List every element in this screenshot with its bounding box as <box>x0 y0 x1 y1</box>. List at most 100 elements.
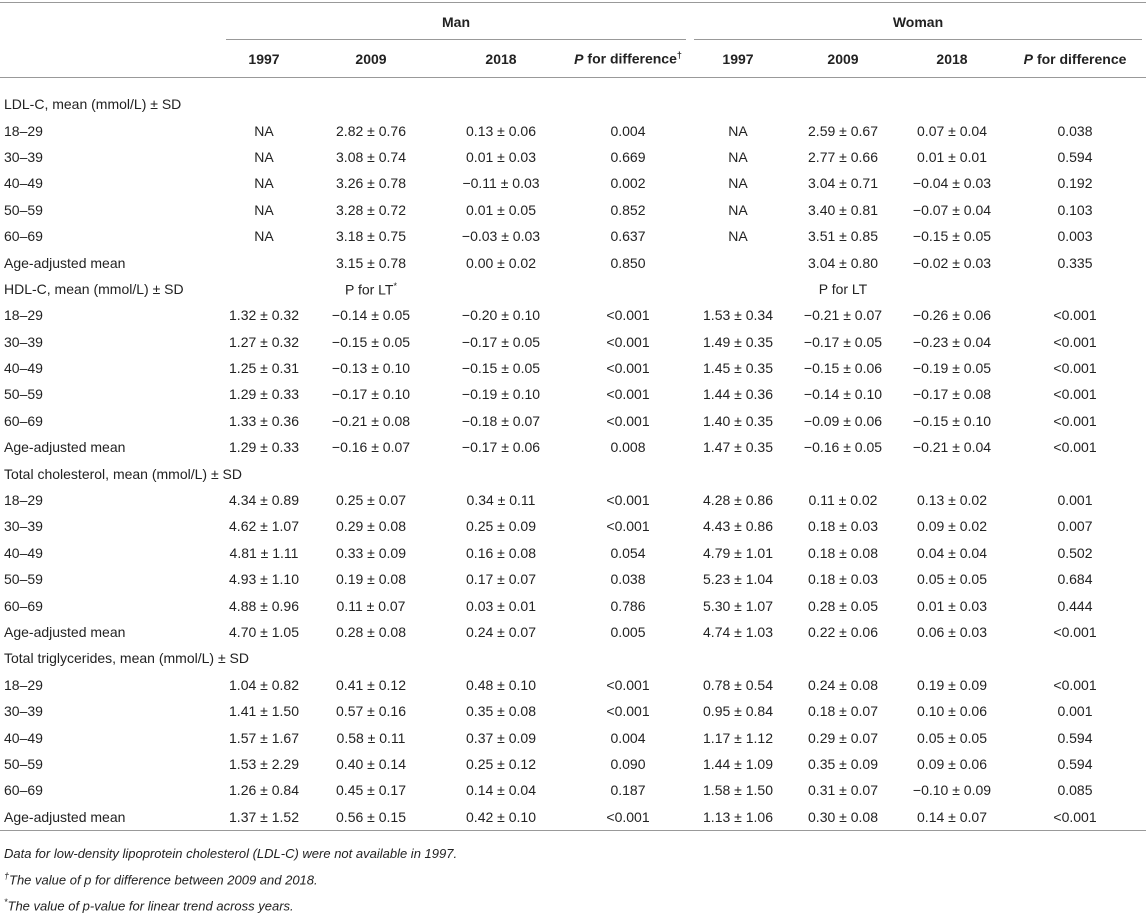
column-header-italic: P <box>574 50 584 67</box>
cell: 0.78 ± 0.54 <box>703 676 773 693</box>
row-label: 60–69 <box>4 597 43 614</box>
cell: 1.04 ± 0.82 <box>229 676 299 693</box>
cell: 0.001 <box>1057 703 1093 720</box>
cell <box>1004 276 1146 302</box>
section-title: Total cholesterol, mean (mmol/L) ± SD <box>4 465 242 482</box>
cell: 0.18 ± 0.03 <box>808 571 878 588</box>
cell: 3.04 ± 0.71 <box>808 175 878 192</box>
cell: 0.28 ± 0.05 <box>808 597 878 614</box>
row-label: Age-adjusted mean <box>4 439 126 456</box>
data-row: Age-adjusted mean 1.37 ± 1.52 0.56 ± 0.15 0… <box>0 803 1146 831</box>
cell: <0.001 <box>606 492 650 509</box>
cell: <0.001 <box>606 703 650 720</box>
cell: 0.48 ± 0.10 <box>466 676 536 693</box>
data-row: 50–59 1.29 ± 0.33 −0.17 ± 0.10 −0.19 ± 0.10… <box>0 381 1146 407</box>
table-body: LDL-C, mean (mmol/L) ± SD 18–29 NA 2.82 ± 0… <box>0 78 1146 831</box>
cell: −0.04 ± 0.03 <box>912 175 992 192</box>
cell: 0.19 ± 0.08 <box>336 571 406 588</box>
row-label: 40–49 <box>4 360 43 377</box>
cell: NA <box>728 122 748 139</box>
cell <box>1004 460 1146 486</box>
cell: 0.004 <box>610 122 646 139</box>
cell <box>222 78 306 118</box>
cell: −0.18 ± 0.07 <box>461 412 541 429</box>
section-title: LDL-C, mean (mmol/L) ± SD <box>4 96 182 113</box>
cell: NA <box>254 201 274 218</box>
cell: <0.001 <box>606 333 650 350</box>
cell: −0.16 ± 0.05 <box>803 439 883 456</box>
cell: 0.19 ± 0.09 <box>917 676 987 693</box>
cell: 0.95 ± 0.84 <box>703 703 773 720</box>
cell: 0.07 ± 0.04 <box>917 122 987 139</box>
row-label: 18–29 <box>4 307 43 324</box>
group-row: Man Woman <box>0 2 1146 40</box>
cell: 0.31 ± 0.07 <box>808 782 878 799</box>
cell: 0.13 ± 0.06 <box>466 122 536 139</box>
cell: 0.29 ± 0.07 <box>808 729 878 746</box>
cell: 0.24 ± 0.07 <box>466 624 536 640</box>
cell: 5.30 ± 1.07 <box>703 597 773 614</box>
cell: 0.007 <box>1057 518 1093 535</box>
cell: 3.08 ± 0.74 <box>336 148 406 165</box>
cell: 0.33 ± 0.09 <box>336 544 406 561</box>
cell: −0.20 ± 0.10 <box>461 307 541 324</box>
group-header: Woman <box>690 2 1146 40</box>
row-label: 40–49 <box>4 544 43 561</box>
cell: −0.07 ± 0.04 <box>912 201 992 218</box>
section-row: Total triglycerides, mean (mmol/L) ± SD <box>0 645 1146 671</box>
footnote-text: The value of p-value for linear trend ac… <box>7 898 294 914</box>
footnote-text: The value of p for difference between 20… <box>9 872 318 888</box>
row-label: 18–29 <box>4 122 43 139</box>
cell: 0.003 <box>1057 228 1093 245</box>
cell: −0.16 ± 0.07 <box>331 439 411 456</box>
cell: 0.444 <box>1057 597 1093 614</box>
column-header-italic: P <box>1023 50 1033 67</box>
cell: −0.02 ± 0.03 <box>912 254 992 271</box>
cell: 0.58 ± 0.11 <box>336 729 406 746</box>
cell: −0.21 ± 0.04 <box>912 439 992 456</box>
column-header-text: for difference <box>587 50 677 67</box>
cell: 0.45 ± 0.17 <box>336 782 406 799</box>
cell: 0.00 ± 0.02 <box>466 254 536 271</box>
cell: 1.53 ± 2.29 <box>229 755 299 772</box>
cell: <0.001 <box>606 307 650 324</box>
data-row: 18–29 4.34 ± 0.89 0.25 ± 0.07 0.34 ± 0.11 <0… <box>0 487 1146 513</box>
cell: NA <box>728 175 748 192</box>
data-row: 50–59 4.93 ± 1.10 0.19 ± 0.08 0.17 ± 0.07 0.… <box>0 566 1146 592</box>
row-label: 40–49 <box>4 729 43 746</box>
data-row: 50–59 NA 3.28 ± 0.72 0.01 ± 0.05 0.852 NA 3.40… <box>0 197 1146 223</box>
cell <box>306 645 436 671</box>
cell: 1.33 ± 0.36 <box>229 412 299 429</box>
column-header: 2009 <box>786 40 900 78</box>
cell: <0.001 <box>1053 360 1097 377</box>
cell: 4.93 ± 1.10 <box>229 571 299 588</box>
cell <box>690 78 786 118</box>
cell: 0.594 <box>1057 148 1093 165</box>
cell <box>566 460 690 486</box>
data-row: 60–69 4.88 ± 0.96 0.11 ± 0.07 0.03 ± 0.01 0.… <box>0 592 1146 618</box>
cell: 0.335 <box>1057 254 1093 271</box>
cell: −0.23 ± 0.04 <box>912 333 992 350</box>
row-label: Age-adjusted mean <box>4 254 126 271</box>
cell: 1.45 ± 0.35 <box>703 360 773 377</box>
cell: <0.001 <box>606 412 650 429</box>
cell: 0.29 ± 0.08 <box>336 518 406 535</box>
cell <box>1004 645 1146 671</box>
section-row: Total cholesterol, mean (mmol/L) ± SD <box>0 460 1146 486</box>
cell: 0.01 ± 0.03 <box>466 148 536 165</box>
row-label: 30–39 <box>4 333 43 350</box>
section-note: P for LT <box>344 281 394 298</box>
cell: 0.008 <box>610 439 646 456</box>
cell: −0.21 ± 0.08 <box>331 412 411 429</box>
cell: NA <box>254 122 274 139</box>
column-header: 2018 <box>436 40 566 78</box>
row-label: 60–69 <box>4 782 43 799</box>
cell: 1.29 ± 0.33 <box>229 439 299 456</box>
cell: <0.001 <box>606 676 650 693</box>
cell: NA <box>254 148 274 165</box>
cell: 0.14 ± 0.04 <box>466 782 536 799</box>
cell: <0.001 <box>1004 803 1146 831</box>
cell: 1.44 ± 0.36 <box>703 386 773 403</box>
cell: 4.62 ± 1.07 <box>229 518 299 535</box>
